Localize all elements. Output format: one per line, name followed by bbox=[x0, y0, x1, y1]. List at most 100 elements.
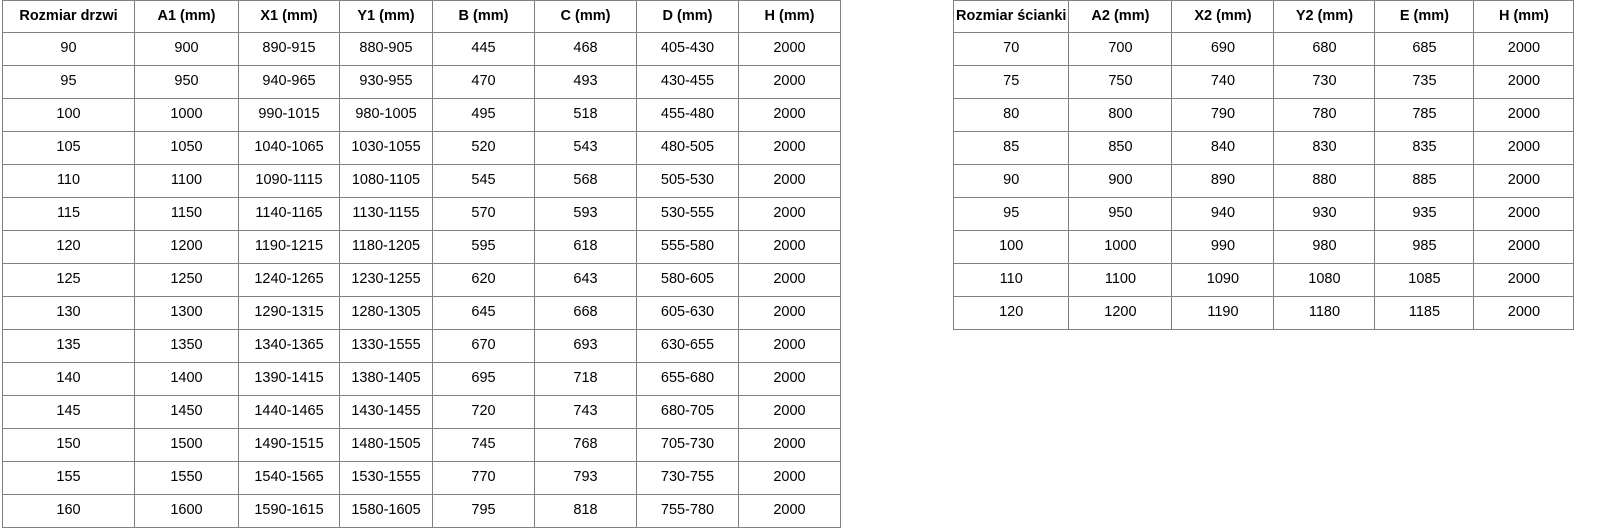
wall-cell-r5-c1: 950 bbox=[1068, 197, 1173, 231]
door-cell-r5-c3: 1130-1155 bbox=[339, 197, 433, 231]
wall-cell-r7-c2: 1090 bbox=[1171, 263, 1275, 297]
door-cell-r2-c5: 518 bbox=[534, 98, 637, 132]
table-row: 95 950 940 930 935 2000 bbox=[952, 197, 1575, 231]
door-cell-r8-c2: 1290-1315 bbox=[238, 296, 340, 330]
door-cell-r0-c5: 468 bbox=[534, 32, 637, 66]
door-cell-r8-c0: 130 bbox=[2, 296, 135, 330]
wall-cell-r1-c5: 2000 bbox=[1473, 65, 1575, 99]
door-cell-r0-c1: 900 bbox=[134, 32, 239, 66]
door-cell-r2-c7: 2000 bbox=[738, 98, 841, 132]
door-cell-r14-c1: 1600 bbox=[134, 494, 239, 528]
door-cell-r9-c0: 135 bbox=[2, 329, 135, 363]
wall-column-header-4: E (mm) bbox=[1374, 0, 1475, 33]
wall-cell-r6-c4: 985 bbox=[1374, 230, 1475, 264]
door-cell-r11-c7: 2000 bbox=[738, 395, 841, 429]
door-cell-r13-c6: 730-755 bbox=[636, 461, 739, 495]
door-cell-r3-c7: 2000 bbox=[738, 131, 841, 165]
door-cell-r6-c2: 1190-1215 bbox=[238, 230, 340, 264]
wall-cell-r6-c5: 2000 bbox=[1473, 230, 1575, 264]
wall-cell-r2-c1: 800 bbox=[1068, 98, 1173, 132]
door-cell-r4-c6: 505-530 bbox=[636, 164, 739, 198]
door-cell-r8-c1: 1300 bbox=[134, 296, 239, 330]
door-cell-r0-c4: 445 bbox=[432, 32, 535, 66]
wall-cell-r0-c4: 685 bbox=[1374, 32, 1475, 66]
door-cell-r10-c5: 718 bbox=[534, 362, 637, 396]
door-cell-r8-c5: 668 bbox=[534, 296, 637, 330]
table-row: 120 1200 1190 1180 1185 2000 bbox=[952, 296, 1575, 330]
door-cell-r13-c1: 1550 bbox=[134, 461, 239, 495]
door-cell-r14-c6: 755-780 bbox=[636, 494, 739, 528]
door-cell-r2-c4: 495 bbox=[432, 98, 535, 132]
wall-cell-r3-c0: 85 bbox=[952, 131, 1070, 165]
wall-cell-r0-c1: 700 bbox=[1068, 32, 1173, 66]
table-row: 95 950 940-965 930-955 470 493 430-455 2000 bbox=[2, 65, 841, 99]
door-cell-r10-c4: 695 bbox=[432, 362, 535, 396]
door-cell-r3-c2: 1040-1065 bbox=[238, 131, 340, 165]
door-cell-r10-c7: 2000 bbox=[738, 362, 841, 396]
door-cell-r12-c4: 745 bbox=[432, 428, 535, 462]
wall-table-body: 70 700 690 680 685 2000 75 750 740 730 735 2000 80 80… bbox=[952, 32, 1575, 330]
door-cell-r13-c2: 1540-1565 bbox=[238, 461, 340, 495]
wall-cell-r4-c5: 2000 bbox=[1473, 164, 1575, 198]
door-cell-r5-c0: 115 bbox=[2, 197, 135, 231]
wall-cell-r7-c0: 110 bbox=[952, 263, 1070, 297]
wall-cell-r5-c0: 95 bbox=[952, 197, 1070, 231]
door-cell-r7-c0: 125 bbox=[2, 263, 135, 297]
wall-cell-r2-c5: 2000 bbox=[1473, 98, 1575, 132]
wall-cell-r4-c2: 890 bbox=[1171, 164, 1275, 198]
door-cell-r3-c3: 1030-1055 bbox=[339, 131, 433, 165]
wall-cell-r8-c3: 1180 bbox=[1273, 296, 1376, 330]
door-cell-r13-c4: 770 bbox=[432, 461, 535, 495]
door-cell-r2-c6: 455-480 bbox=[636, 98, 739, 132]
wall-cell-r6-c0: 100 bbox=[952, 230, 1070, 264]
table-row: 80 800 790 780 785 2000 bbox=[952, 98, 1575, 132]
door-cell-r6-c6: 555-580 bbox=[636, 230, 739, 264]
table-row: 130 1300 1290-1315 1280-1305 645 668 605-630 20… bbox=[2, 296, 841, 330]
door-column-header-6: D (mm) bbox=[636, 0, 739, 33]
door-cell-r14-c0: 160 bbox=[2, 494, 135, 528]
door-cell-r10-c0: 140 bbox=[2, 362, 135, 396]
door-column-header-4: B (mm) bbox=[432, 0, 535, 33]
door-cell-r2-c0: 100 bbox=[2, 98, 135, 132]
wall-cell-r3-c3: 830 bbox=[1273, 131, 1376, 165]
door-cell-r5-c7: 2000 bbox=[738, 197, 841, 231]
table-row: 90 900 890 880 885 2000 bbox=[952, 164, 1575, 198]
door-cell-r4-c5: 568 bbox=[534, 164, 637, 198]
door-cell-r4-c1: 1100 bbox=[134, 164, 239, 198]
table-row: 155 1550 1540-1565 1530-1555 770 793 730-755 20… bbox=[2, 461, 841, 495]
table-row: 90 900 890-915 880-905 445 468 405-430 2000 bbox=[2, 32, 841, 66]
door-cell-r6-c4: 595 bbox=[432, 230, 535, 264]
door-cell-r11-c0: 145 bbox=[2, 395, 135, 429]
door-cell-r12-c5: 768 bbox=[534, 428, 637, 462]
door-cell-r5-c2: 1140-1165 bbox=[238, 197, 340, 231]
wall-cell-r8-c4: 1185 bbox=[1374, 296, 1475, 330]
door-cell-r0-c3: 880-905 bbox=[339, 32, 433, 66]
door-cell-r9-c5: 693 bbox=[534, 329, 637, 363]
door-cell-r11-c4: 720 bbox=[432, 395, 535, 429]
door-cell-r7-c5: 643 bbox=[534, 263, 637, 297]
table-row: 150 1500 1490-1515 1480-1505 745 768 705-730 20… bbox=[2, 428, 841, 462]
door-cell-r5-c5: 593 bbox=[534, 197, 637, 231]
door-cell-r12-c0: 150 bbox=[2, 428, 135, 462]
door-cell-r2-c2: 990-1015 bbox=[238, 98, 340, 132]
door-cell-r14-c5: 818 bbox=[534, 494, 637, 528]
wall-column-header-1: A2 (mm) bbox=[1068, 0, 1173, 33]
wall-cell-r2-c2: 790 bbox=[1171, 98, 1275, 132]
wall-cell-r1-c2: 740 bbox=[1171, 65, 1275, 99]
wall-cell-r4-c0: 90 bbox=[952, 164, 1070, 198]
door-cell-r9-c2: 1340-1365 bbox=[238, 329, 340, 363]
door-cell-r6-c1: 1200 bbox=[134, 230, 239, 264]
table-row: 100 1000 990-1015 980-1005 495 518 455-480 2000 bbox=[2, 98, 841, 132]
door-cell-r6-c3: 1180-1205 bbox=[339, 230, 433, 264]
table-row: 115 1150 1140-1165 1130-1155 570 593 530-555 20… bbox=[2, 197, 841, 231]
door-cell-r4-c7: 2000 bbox=[738, 164, 841, 198]
table-row: 70 700 690 680 685 2000 bbox=[952, 32, 1575, 66]
door-cell-r12-c6: 705-730 bbox=[636, 428, 739, 462]
wall-cell-r8-c5: 2000 bbox=[1473, 296, 1575, 330]
wall-cell-r4-c4: 885 bbox=[1374, 164, 1475, 198]
table-row: 125 1250 1240-1265 1230-1255 620 643 580-605 20… bbox=[2, 263, 841, 297]
door-cell-r0-c0: 90 bbox=[2, 32, 135, 66]
door-table-header-row: Rozmiar drzwi A1 (mm) X1 (mm) Y1 (mm) B (mm)… bbox=[2, 0, 841, 33]
door-cell-r8-c6: 605-630 bbox=[636, 296, 739, 330]
wall-cell-r0-c3: 680 bbox=[1273, 32, 1376, 66]
